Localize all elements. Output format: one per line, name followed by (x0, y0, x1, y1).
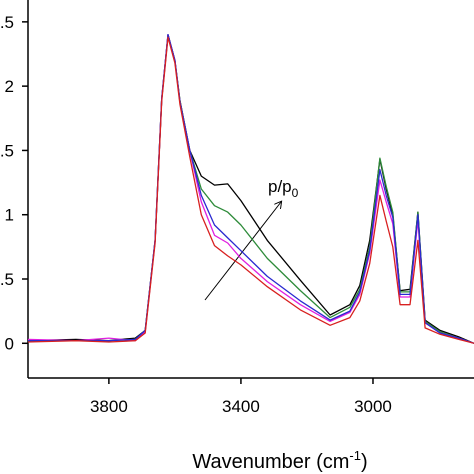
y-tick-label: 2 (5, 77, 14, 96)
y-tick-label: 2.5 (0, 13, 14, 32)
x-tick-label: 3000 (354, 397, 392, 416)
series-line (27, 36, 474, 344)
y-tick-label: 0 (5, 334, 14, 353)
x-label-end: ) (361, 451, 368, 473)
arrow (204, 202, 281, 301)
y-tick-label: 0.5 (0, 270, 14, 289)
annotation-sub: 0 (292, 186, 299, 200)
y-tick-label: 1.5 (0, 141, 14, 160)
series-line (27, 34, 474, 344)
x-tick-label: 3800 (90, 397, 128, 416)
annotation-main: p/p (268, 177, 292, 196)
y-tick-label: 1 (5, 206, 14, 225)
x-tick-label: 3400 (222, 397, 260, 416)
x-label-main: Wavenumber (cm (192, 451, 349, 473)
annotation: p/p0 (268, 177, 299, 200)
x-axis-label: Wavenumber (cm-1) (192, 448, 367, 473)
x-label-sup: -1 (349, 448, 361, 463)
